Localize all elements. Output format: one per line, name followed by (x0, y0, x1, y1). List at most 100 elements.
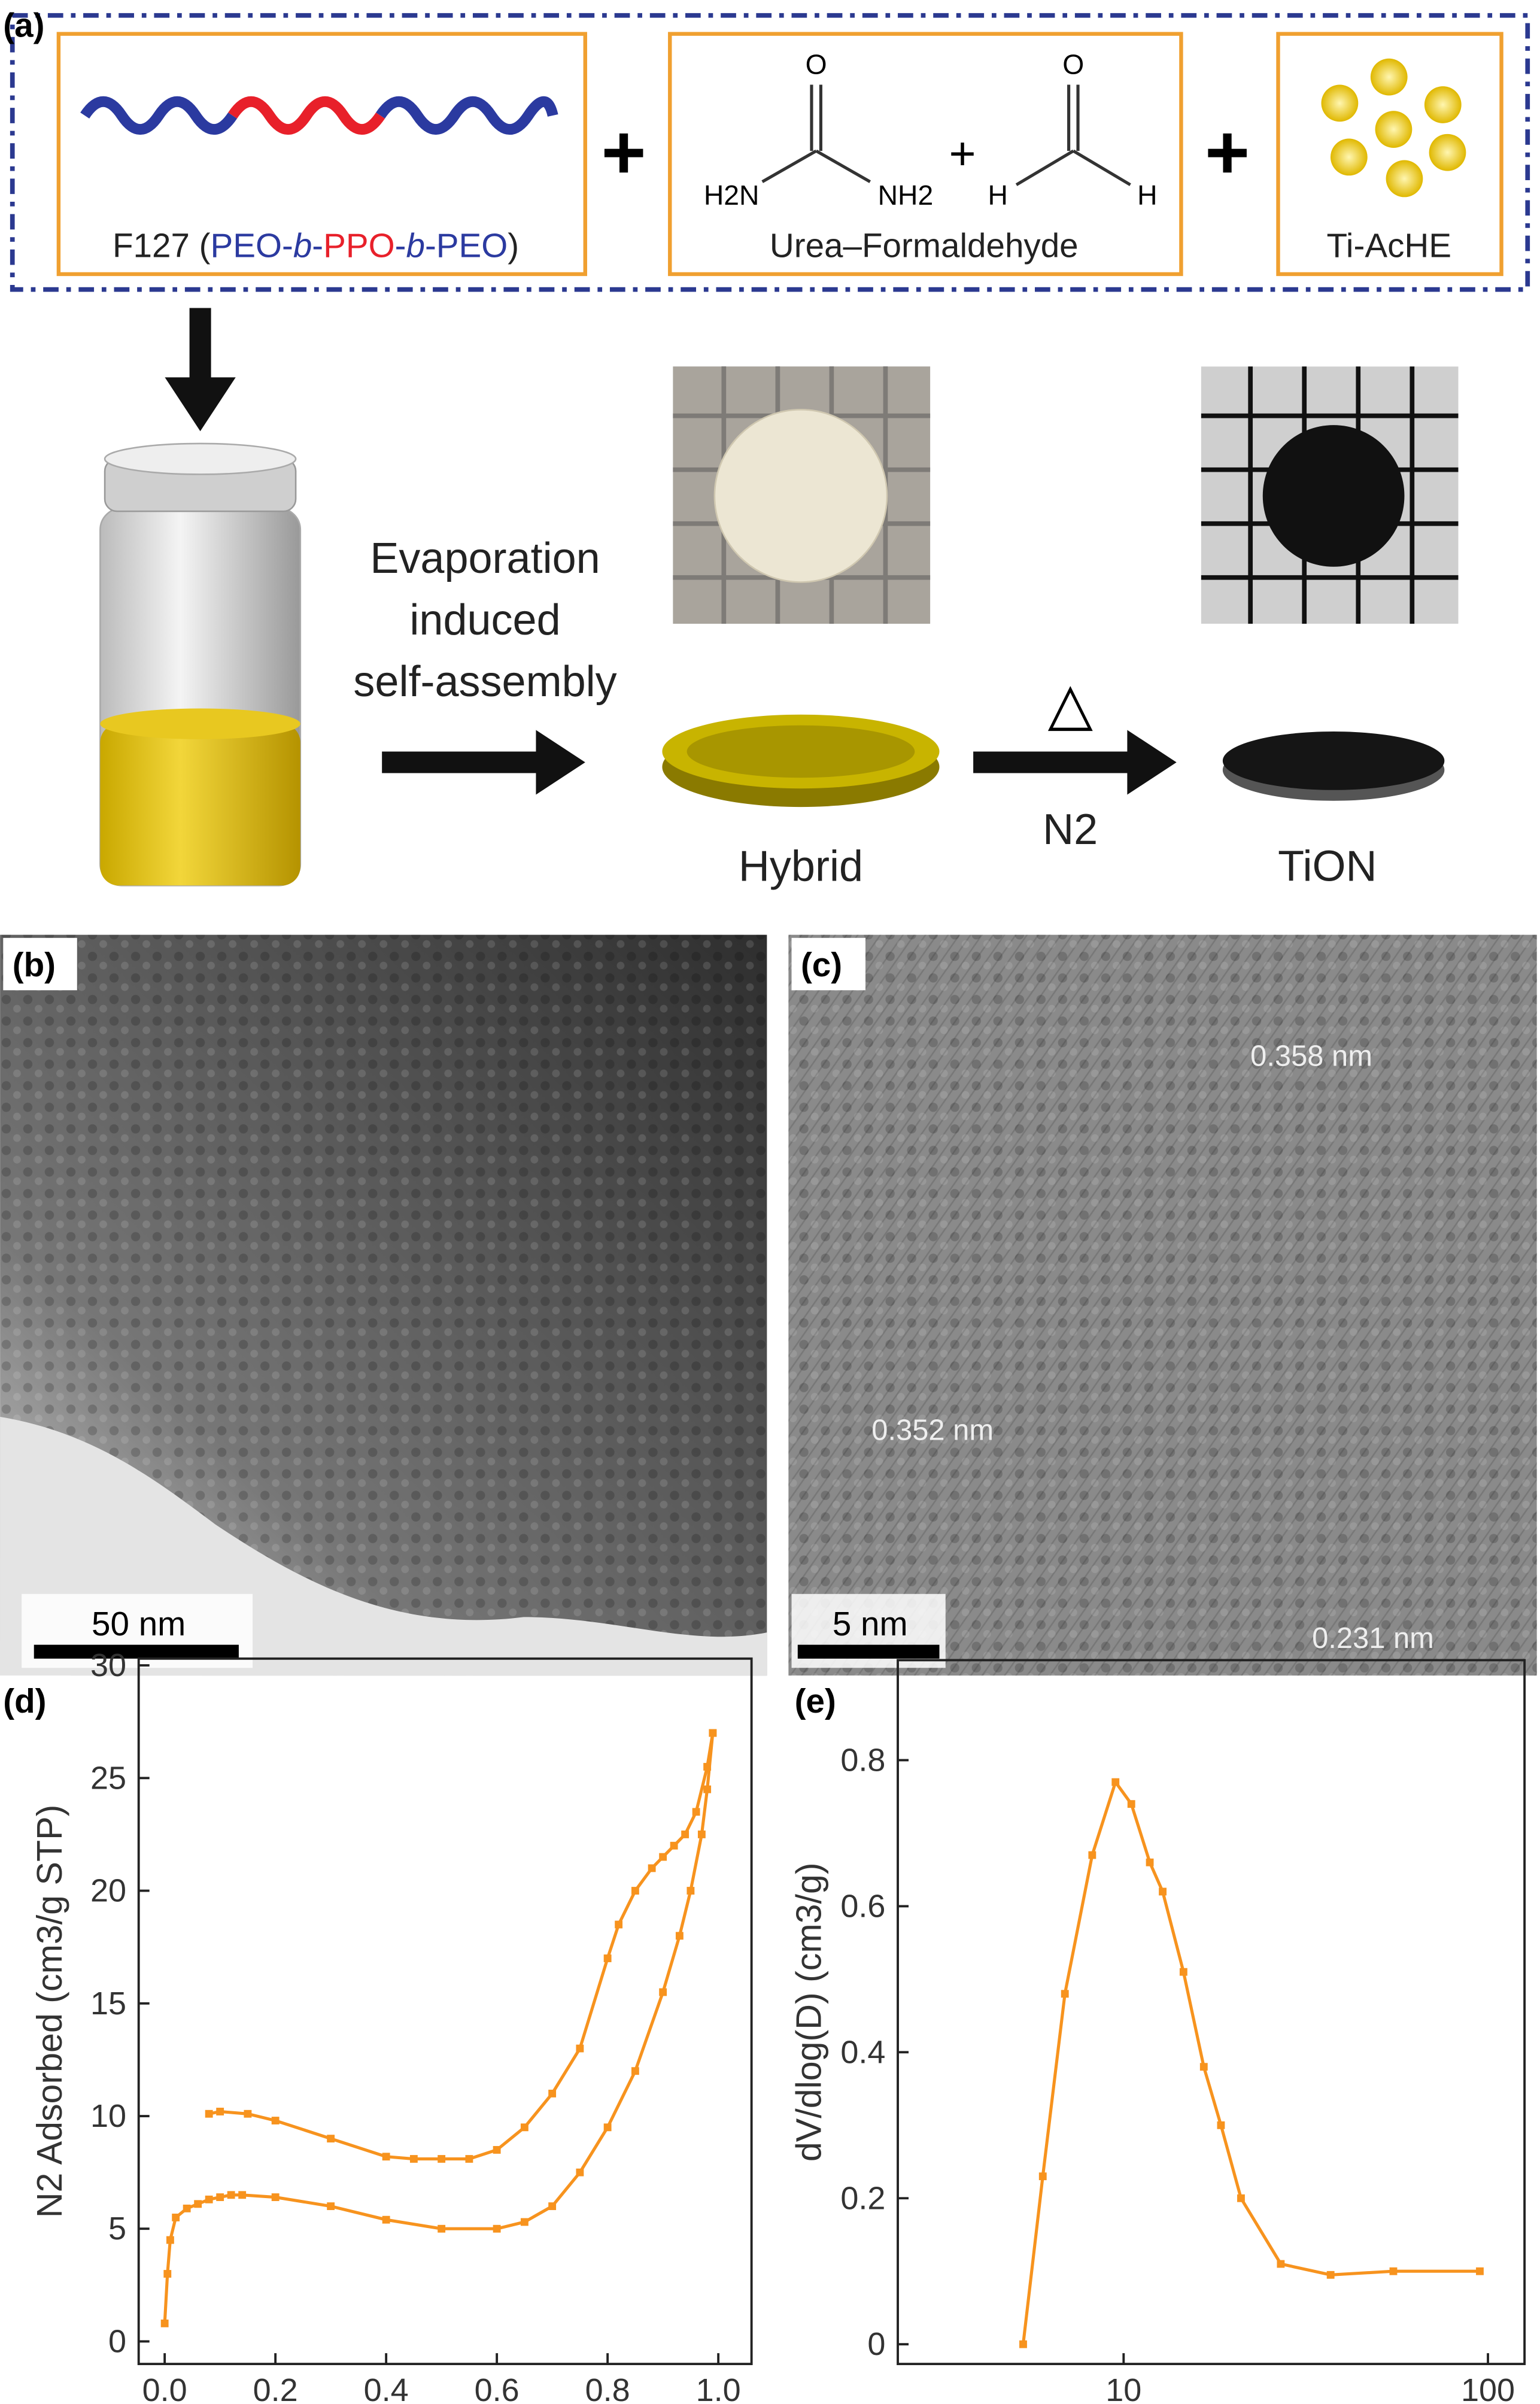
data-point (327, 2202, 335, 2211)
data-point (194, 2200, 202, 2208)
x-tick-label: 1.0 (696, 2372, 741, 2404)
data-point (1179, 1968, 1187, 1976)
product-label: TiON (1278, 843, 1377, 891)
panel-label: (b) (13, 946, 56, 984)
box (56, 32, 587, 277)
data-point (166, 2236, 174, 2244)
y-tick-label: 0 (108, 2323, 126, 2359)
data-point (160, 2319, 169, 2327)
data-point (576, 2168, 584, 2177)
process-label: self-assembly (353, 658, 616, 706)
data-point (1326, 2271, 1335, 2279)
data-point (327, 2135, 335, 2143)
gas-label: N2 (1043, 806, 1098, 854)
atom: H2N (704, 180, 760, 211)
y-tick-label: 0.2 (840, 2180, 885, 2216)
lattice-label: 0.231 nm (1312, 1622, 1434, 1655)
data-point (1476, 2267, 1484, 2275)
arrow (165, 308, 236, 432)
atom: H (1137, 180, 1157, 211)
label-box (791, 1675, 862, 1725)
data-point (548, 2089, 557, 2098)
panel-c: (c) 0.358 nm 0.352 nm 0.231 nm 5 nm (788, 934, 1537, 1676)
data-point (603, 2123, 612, 2132)
y-axis-label: N2 Adsorbed (cm3/g STP) (29, 1805, 69, 2218)
data-point (382, 2215, 390, 2224)
tion-disk (1222, 731, 1445, 801)
data-point (1277, 2260, 1285, 2268)
data-point (675, 1932, 684, 1940)
y-tick-label: 5 (108, 2211, 126, 2247)
data-point (670, 1841, 678, 1850)
data-point (1127, 1800, 1135, 1808)
panel-label: (c) (801, 946, 842, 984)
vial (99, 442, 302, 887)
data-point (697, 1831, 706, 1838)
panel-label: (e) (795, 1682, 836, 1720)
data-point (1199, 2063, 1208, 2071)
data-point (520, 2123, 528, 2132)
process-label: Evaporation (370, 535, 600, 582)
data-point (1038, 2172, 1047, 2181)
x-tick-label: 0.0 (142, 2372, 187, 2404)
series-line (208, 1732, 715, 2161)
data-point (681, 1831, 689, 1838)
x-tick-label: 0.2 (253, 2372, 298, 2404)
data-point (692, 1808, 700, 1816)
photo-hybrid (673, 366, 931, 624)
panel-label: (a) (3, 7, 44, 44)
data-point (183, 2204, 191, 2212)
data-point (648, 1864, 656, 1872)
data-point (659, 1853, 667, 1861)
data-point (382, 2153, 390, 2161)
scale-label: 50 nm (92, 1605, 186, 1643)
data-point (631, 1887, 639, 1895)
plus: + (949, 128, 976, 180)
scale-bar (797, 1644, 940, 1659)
y-tick-label: 30 (90, 1647, 126, 1683)
data-point (438, 2155, 446, 2163)
y-tick-label: 0.6 (840, 1888, 885, 1924)
data-point (409, 2155, 418, 2163)
scale-bar (34, 1644, 239, 1659)
arrow (973, 730, 1177, 795)
data-point (631, 2067, 639, 2075)
atom: H (988, 180, 1008, 211)
data-point (603, 1954, 612, 1962)
hybrid-disk (662, 714, 940, 808)
data-point (1159, 1887, 1167, 1896)
box (668, 32, 1183, 277)
y-tick-label: 25 (90, 1760, 126, 1796)
data-point (271, 2117, 280, 2124)
process-label: induced (409, 596, 560, 644)
plot-frame (137, 1657, 753, 2366)
label-box (0, 1675, 71, 1725)
data-point (438, 2224, 446, 2233)
data-point (1237, 2194, 1245, 2202)
atom: O (1062, 48, 1084, 80)
data-point (1111, 1778, 1120, 1786)
panel-label: (d) (3, 1682, 46, 1720)
box (1276, 32, 1503, 277)
ppo-chain (228, 96, 385, 135)
data-point (703, 1785, 712, 1793)
panel-b: (b) 50 nm (0, 934, 767, 1676)
data-point (703, 1763, 712, 1771)
y-tick-label: 0.4 (840, 2034, 885, 2070)
x-tick-label: 100 (1461, 2372, 1515, 2404)
plus: + (1205, 110, 1250, 195)
photo-tion (1201, 366, 1459, 624)
data-point (216, 2108, 224, 2115)
atom: O (806, 48, 827, 80)
data-point (205, 2109, 213, 2118)
heat-symbol: △ (1048, 671, 1094, 736)
data-point (576, 2044, 584, 2053)
lattice-label: 0.358 nm (1250, 1040, 1372, 1072)
y-tick-label: 10 (90, 2098, 126, 2134)
scale-label: 5 nm (833, 1605, 908, 1643)
x-tick-label: 0.6 (475, 2372, 520, 2404)
data-point (163, 2270, 172, 2278)
nanoparticles (1321, 58, 1466, 198)
urea-bonds (761, 84, 1131, 186)
y-tick-label: 15 (90, 1986, 126, 2021)
